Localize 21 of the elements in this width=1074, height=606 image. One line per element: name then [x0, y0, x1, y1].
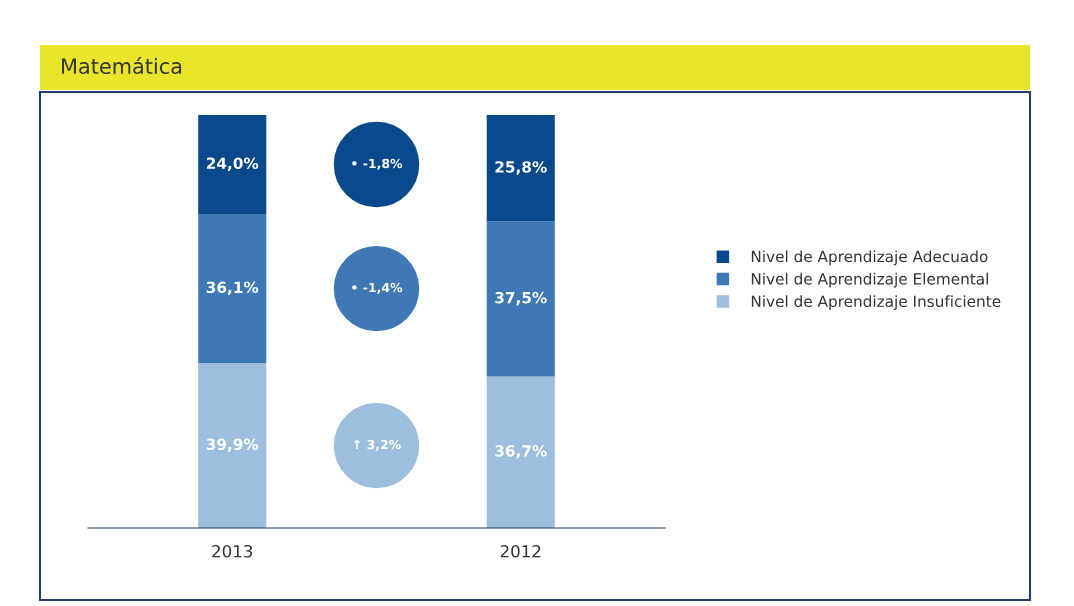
x-tick-label: 2012: [500, 544, 541, 558]
annotation: ↑ 3,2%: [354, 439, 401, 451]
bar: [198, 363, 267, 528]
x-tick-label: 2013: [212, 544, 253, 558]
data-label: 36,1%: [206, 281, 259, 296]
data-label: 37,5%: [495, 291, 547, 306]
annotation: • -1,4%: [352, 282, 403, 294]
data-label: 39,9%: [206, 438, 259, 452]
chart-title: Matemática: [62, 57, 182, 75]
bar: [198, 214, 267, 364]
bar: [486, 221, 555, 377]
legend-label: Nivel de Aprendizaje Adecuado: [751, 250, 988, 266]
bar: [486, 376, 555, 528]
data-label: 36,7%: [495, 445, 547, 459]
annotation: • -1,8%: [352, 158, 403, 170]
data-label: 24,0%: [206, 157, 259, 171]
bar: [198, 115, 267, 215]
data-label: 25,8%: [495, 161, 547, 175]
legend-label: Nivel de Aprendizaje Insuficiente: [751, 295, 1001, 311]
bar: [486, 115, 555, 222]
legend-label: Nivel de Aprendizaje Elemental: [751, 272, 988, 288]
